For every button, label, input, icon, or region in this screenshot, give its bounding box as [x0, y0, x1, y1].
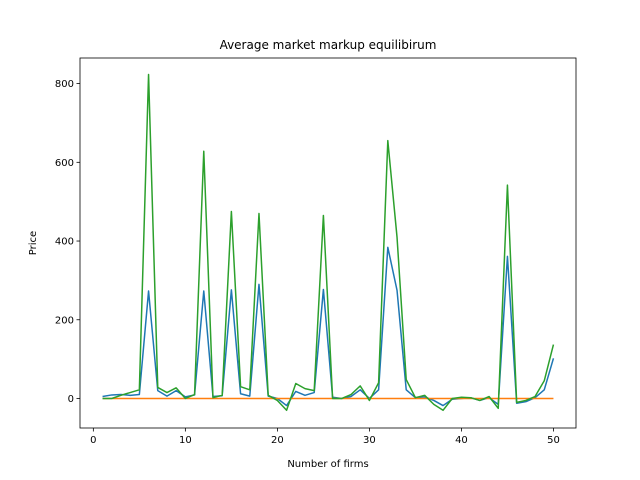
x-tick-label: 10	[179, 435, 192, 446]
x-tick-label: 30	[363, 435, 376, 446]
x-tick-label: 50	[547, 435, 560, 446]
chart-title: Average market markup equilibirum	[220, 38, 437, 52]
y-tick-label: 600	[55, 158, 74, 169]
x-tick-label: 40	[455, 435, 468, 446]
plot-frame	[79, 57, 577, 429]
x-tick-label: 20	[271, 435, 284, 446]
series-layer	[102, 73, 555, 412]
x-axis-ticks: 0 10 20 30 40 50	[90, 428, 560, 446]
y-axis-label: Price	[28, 231, 39, 255]
series-line-3	[102, 73, 555, 412]
y-tick-label: 800	[55, 79, 74, 90]
y-tick-label: 400	[55, 237, 74, 248]
y-tick-label: 0	[68, 394, 74, 405]
y-axis-ticks: 0 200 400 600 800	[55, 79, 80, 405]
x-tick-label: 0	[90, 435, 96, 446]
y-tick-label: 200	[55, 315, 74, 326]
x-axis-label: Number of firms	[287, 459, 368, 470]
